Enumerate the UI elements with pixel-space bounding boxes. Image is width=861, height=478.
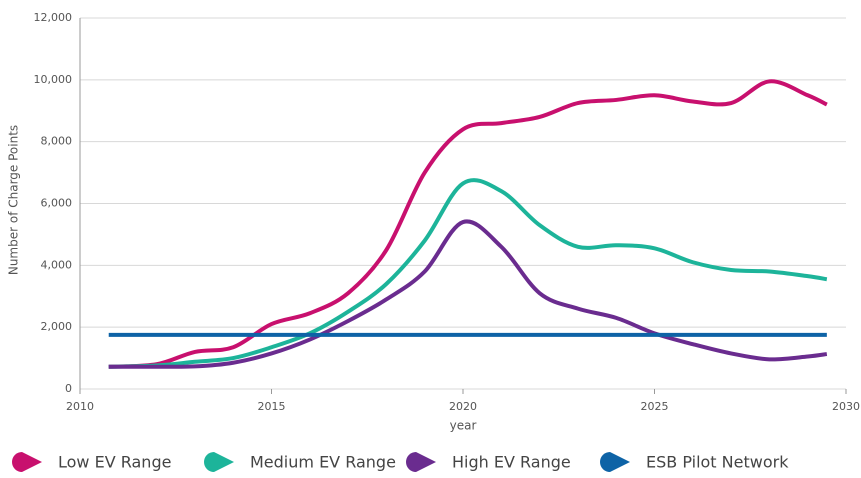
y-tick-label: 12,000 (34, 11, 73, 24)
y-tick-label: 4,000 (41, 258, 73, 271)
y-tick-label: 6,000 (41, 197, 73, 210)
x-tick-label: 2025 (641, 400, 669, 413)
y-tick-label: 10,000 (34, 73, 73, 86)
legend-icon (12, 452, 42, 472)
line-series (108, 79, 828, 369)
x-tick-label: 2030 (832, 400, 860, 413)
x-axis-label: year (450, 419, 477, 433)
line-series (108, 219, 828, 369)
y-tick-label: 8,000 (41, 135, 73, 148)
legend-icon (600, 452, 630, 472)
line-series (108, 178, 828, 369)
legend-label: Medium EV Range (250, 453, 396, 472)
legend-label: ESB Pilot Network (646, 453, 789, 472)
y-tick-label: 0 (65, 382, 72, 395)
x-tick-label: 2010 (66, 400, 94, 413)
legend-label: Low EV Range (58, 453, 171, 472)
legend-icon (406, 452, 436, 472)
x-tick-label: 2020 (449, 400, 477, 413)
y-tick-label: 2,000 (41, 320, 73, 333)
legend-label: High EV Range (452, 453, 571, 472)
y-axis-label: Number of Charge Points (7, 125, 21, 275)
x-tick-label: 2015 (258, 400, 286, 413)
legend-icon (204, 452, 234, 472)
legend: Low EV Range Medium EV Range High EV Range… (12, 452, 789, 472)
